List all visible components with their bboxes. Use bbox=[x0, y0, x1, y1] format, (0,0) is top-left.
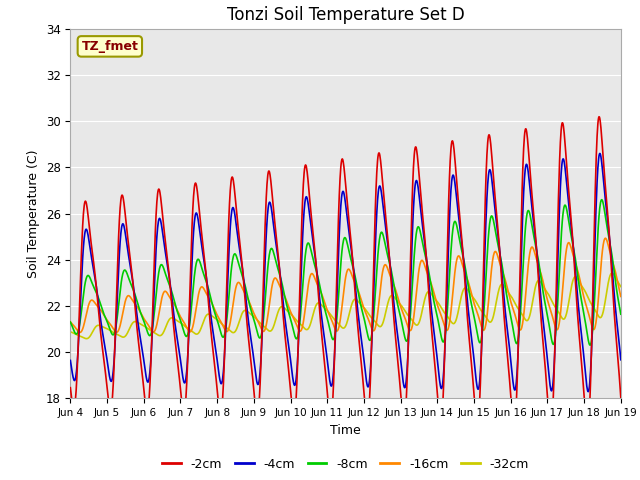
-2cm bbox=[503, 345, 511, 351]
-4cm bbox=[431, 336, 439, 342]
-16cm bbox=[504, 285, 511, 290]
Y-axis label: Soil Temperature (C): Soil Temperature (C) bbox=[27, 149, 40, 278]
-32cm bbox=[431, 296, 439, 302]
-8cm bbox=[552, 333, 559, 338]
-2cm bbox=[584, 425, 591, 431]
-8cm bbox=[431, 303, 439, 309]
-4cm bbox=[189, 241, 196, 247]
-16cm bbox=[176, 312, 184, 318]
-4cm bbox=[250, 361, 258, 367]
-2cm bbox=[175, 376, 183, 382]
-16cm bbox=[76, 329, 84, 335]
-8cm bbox=[586, 342, 594, 348]
Title: Tonzi Soil Temperature Set D: Tonzi Soil Temperature Set D bbox=[227, 6, 465, 24]
-2cm bbox=[617, 395, 625, 400]
-8cm bbox=[598, 197, 605, 203]
-4cm bbox=[617, 357, 625, 363]
-32cm bbox=[504, 288, 511, 294]
Line: -16cm: -16cm bbox=[70, 238, 621, 332]
-32cm bbox=[552, 305, 559, 311]
-32cm bbox=[189, 329, 197, 335]
-2cm bbox=[189, 206, 196, 212]
Line: -2cm: -2cm bbox=[70, 117, 621, 428]
X-axis label: Time: Time bbox=[330, 424, 361, 437]
-2cm bbox=[67, 385, 74, 391]
-8cm bbox=[503, 293, 511, 299]
-8cm bbox=[250, 318, 258, 324]
-16cm bbox=[431, 295, 439, 301]
-16cm bbox=[552, 325, 559, 331]
Line: -4cm: -4cm bbox=[70, 154, 621, 392]
-4cm bbox=[175, 349, 183, 355]
Legend: -2cm, -4cm, -8cm, -16cm, -32cm: -2cm, -4cm, -8cm, -16cm, -32cm bbox=[157, 453, 534, 476]
Text: TZ_fmet: TZ_fmet bbox=[81, 40, 138, 53]
-16cm bbox=[189, 322, 197, 328]
-4cm bbox=[584, 389, 592, 395]
-4cm bbox=[596, 151, 604, 156]
-4cm bbox=[67, 358, 74, 363]
-8cm bbox=[67, 319, 74, 325]
-16cm bbox=[67, 319, 74, 325]
-2cm bbox=[431, 362, 439, 368]
-8cm bbox=[175, 314, 183, 320]
-2cm bbox=[250, 394, 258, 399]
-16cm bbox=[602, 235, 609, 241]
Line: -32cm: -32cm bbox=[70, 273, 621, 339]
-32cm bbox=[608, 270, 616, 276]
-4cm bbox=[503, 323, 511, 328]
-32cm bbox=[67, 329, 74, 335]
-32cm bbox=[176, 319, 184, 325]
-32cm bbox=[251, 314, 259, 320]
-8cm bbox=[189, 289, 196, 295]
-4cm bbox=[552, 333, 559, 339]
-32cm bbox=[617, 284, 625, 289]
-8cm bbox=[617, 312, 625, 317]
-2cm bbox=[552, 324, 559, 329]
-16cm bbox=[251, 312, 259, 318]
-16cm bbox=[617, 294, 625, 300]
-32cm bbox=[83, 336, 90, 342]
-2cm bbox=[595, 114, 603, 120]
Line: -8cm: -8cm bbox=[70, 200, 621, 345]
